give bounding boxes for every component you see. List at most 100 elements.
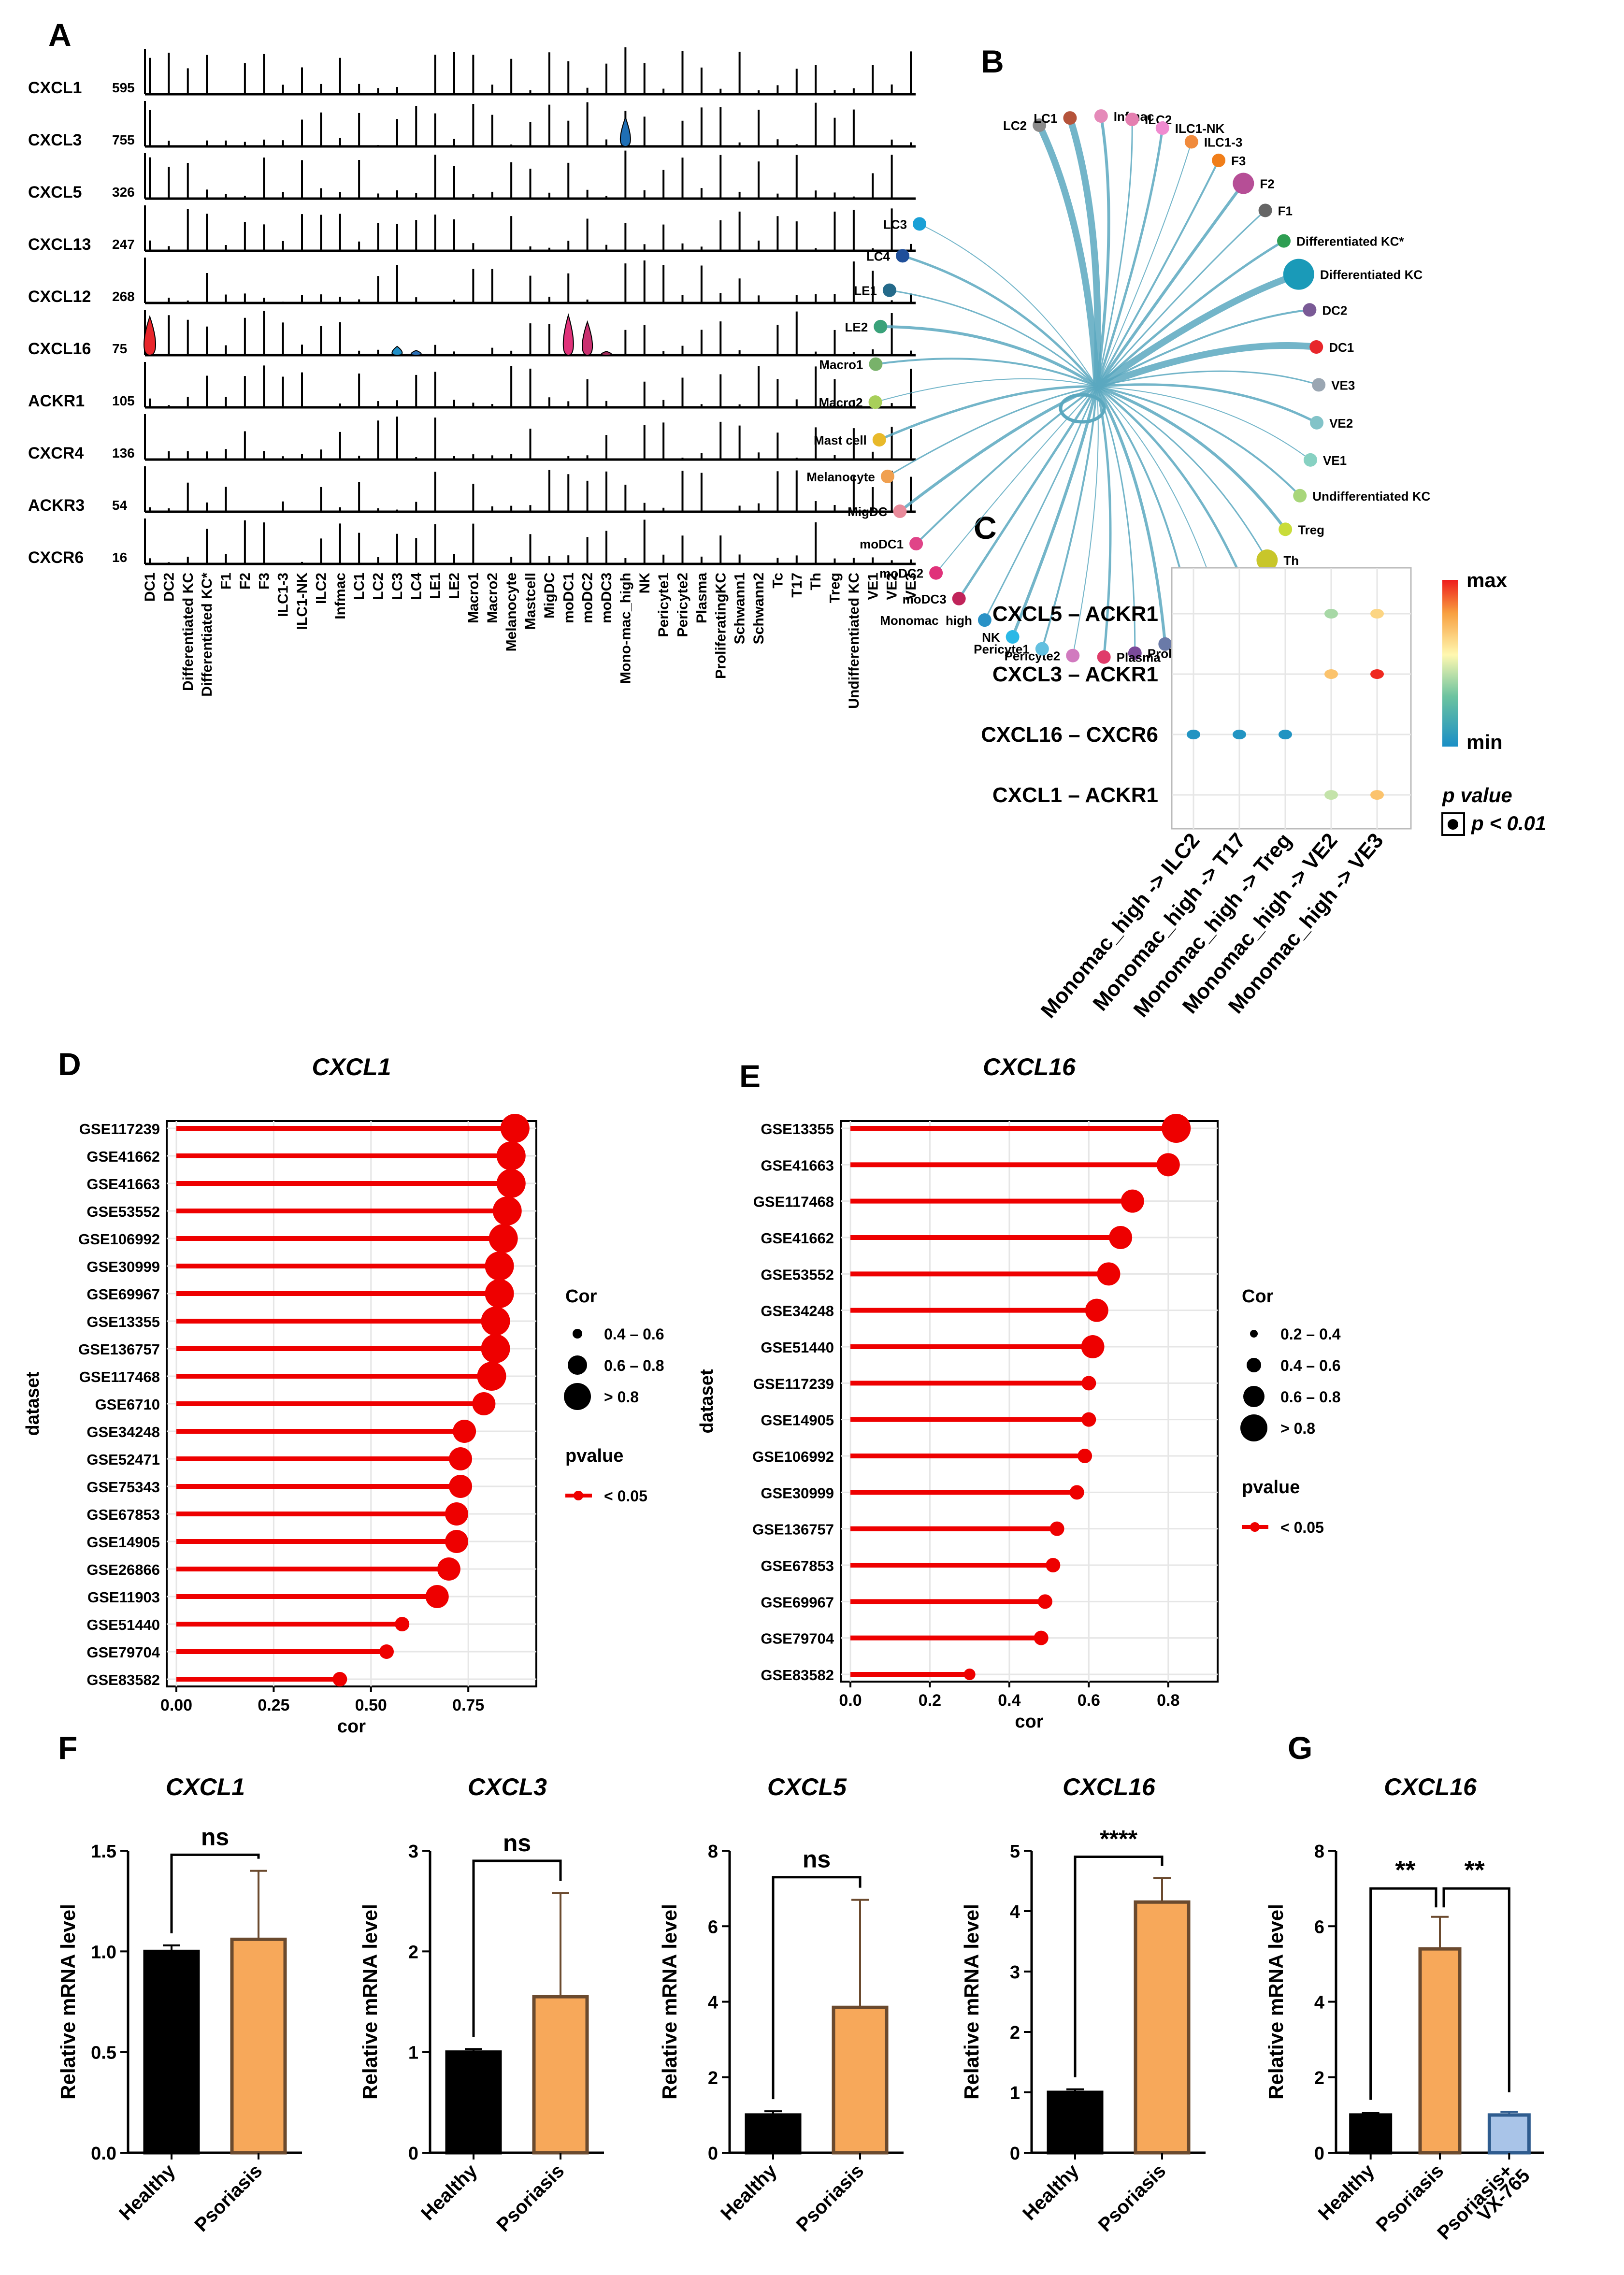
network-node-label: Macro2 [819, 395, 863, 410]
network-node [1309, 340, 1323, 354]
cell-type-label: DC1 [142, 573, 158, 602]
lollipop-head [1097, 1262, 1121, 1286]
y-tick-label: 2 [1314, 2068, 1324, 2088]
network-edge [1095, 386, 1167, 645]
network-node [1155, 121, 1169, 135]
legend-size-label: 0.4 – 0.6 [604, 1325, 664, 1343]
y-tick-label: 1.0 [91, 1942, 116, 1962]
network-node-label: moDC3 [903, 592, 947, 606]
p-legend-box [1441, 812, 1465, 836]
p-legend-title: p value [1442, 784, 1512, 806]
lollipop-head [1156, 1153, 1180, 1177]
violin [562, 313, 574, 356]
cell-type-label: moDC3 [599, 573, 615, 623]
significance-bracket [170, 1853, 260, 1933]
network-node-label: VE2 [1329, 416, 1353, 431]
y-axis-title: Relative mRNA level [57, 1904, 79, 2100]
plot-frame [1171, 567, 1412, 830]
legend-size-dot [564, 1383, 591, 1410]
dataset-label: GSE30999 [761, 1484, 834, 1501]
network-node [1310, 416, 1324, 430]
network-node-label: F2 [1260, 177, 1274, 191]
network-edge [887, 386, 1097, 477]
dot [1370, 669, 1384, 679]
chart-title: CXCL5 [767, 1773, 847, 1800]
cell-type-label: ProliferatingKC [713, 573, 729, 679]
network-node [1035, 642, 1049, 656]
network-node [1303, 303, 1317, 317]
network-node [1006, 630, 1020, 644]
dataset-label: GSE69967 [86, 1286, 160, 1303]
legend-size-dot [568, 1355, 587, 1375]
x-tick-label: 0.50 [355, 1696, 387, 1714]
network-node-label: LE2 [845, 320, 868, 334]
network-edge [1066, 117, 1101, 387]
lollipop-head [1081, 1376, 1096, 1391]
network-node-label: F1 [1278, 203, 1293, 218]
y-axis-title: Relative mRNA level [658, 1904, 681, 2100]
legend-size-title: Cor [565, 1286, 597, 1307]
y-tick-label: 3 [1010, 1962, 1020, 1983]
network-edge [876, 358, 1097, 388]
network-edge [1096, 386, 1268, 561]
lollipop-head [481, 1307, 510, 1336]
legend-size-label: > 0.8 [1280, 1420, 1315, 1437]
network-node-label: NK [982, 630, 1000, 645]
network-edge [935, 386, 1097, 574]
row-label: CXCL1 – ACKR1 [992, 783, 1158, 807]
network-node [1312, 378, 1326, 392]
network-edge [875, 378, 1097, 403]
cell-type-label: Macro1 [465, 573, 481, 623]
x-tick-label: Healthy [417, 2160, 482, 2225]
y-tick-label: 2 [1010, 2023, 1020, 2043]
network-node-label: F3 [1231, 154, 1246, 168]
lollipop-head [332, 1672, 347, 1686]
bar [143, 1949, 200, 2155]
legend-p-label: < 0.05 [604, 1487, 647, 1505]
y-tick-label: 0 [408, 2144, 418, 2164]
cell-type-label: Differentiated KC* [199, 573, 215, 697]
cell-type-label: Th [808, 573, 824, 590]
legend-p-dot [574, 1491, 583, 1500]
chart-title: CXCL3 [468, 1773, 547, 1800]
bar [1134, 1900, 1191, 2155]
cell-type-label: Schwann1 [732, 573, 748, 644]
dataset-label: GSE83582 [761, 1667, 834, 1684]
network-edge [1096, 142, 1192, 387]
network-node [1277, 234, 1291, 248]
dot [1187, 730, 1200, 739]
network-edge [902, 254, 1098, 388]
lollipop-head [379, 1644, 394, 1659]
network-edge [1096, 119, 1133, 387]
y-tick-label: 2 [708, 2068, 718, 2088]
cell-type-label: Melanocyte [503, 573, 519, 651]
panel-label-d: D [58, 1046, 81, 1082]
network-node [872, 433, 886, 447]
x-tick-label: 0.25 [258, 1696, 289, 1714]
dataset-label: GSE14905 [761, 1412, 834, 1429]
dot [1324, 790, 1338, 800]
row-label: CXCL16 – CXCR6 [981, 723, 1158, 747]
legend-size-dot [573, 1329, 582, 1339]
dataset-label: GSE75343 [86, 1479, 160, 1496]
network-node [874, 319, 888, 333]
legend-size-label: 0.6 – 0.8 [1280, 1388, 1341, 1406]
cell-type-label: F3 [256, 573, 272, 590]
cell-type-label: LE1 [428, 573, 444, 599]
cell-type-label: ILC2 [313, 573, 329, 604]
max-value-label: 16 [112, 550, 127, 565]
significance-bracket [1442, 1887, 1510, 2092]
y-tick-label: 4 [708, 1993, 718, 2013]
network-node-label: Monomac_high [880, 613, 972, 628]
network-edge [1094, 271, 1300, 389]
x-tick-label: 0.75 [452, 1696, 484, 1714]
x-tick-label: Psoriasis [1372, 2160, 1448, 2236]
dataset-label: GSE117239 [79, 1121, 160, 1138]
violin [391, 346, 403, 356]
dataset-label: GSE51440 [761, 1339, 834, 1356]
network-node [880, 469, 894, 483]
y-axis-title: Relative mRNA level [960, 1904, 983, 2100]
dot [1370, 790, 1384, 800]
y-axis-title: dataset [23, 1371, 43, 1436]
dot [1233, 730, 1246, 739]
